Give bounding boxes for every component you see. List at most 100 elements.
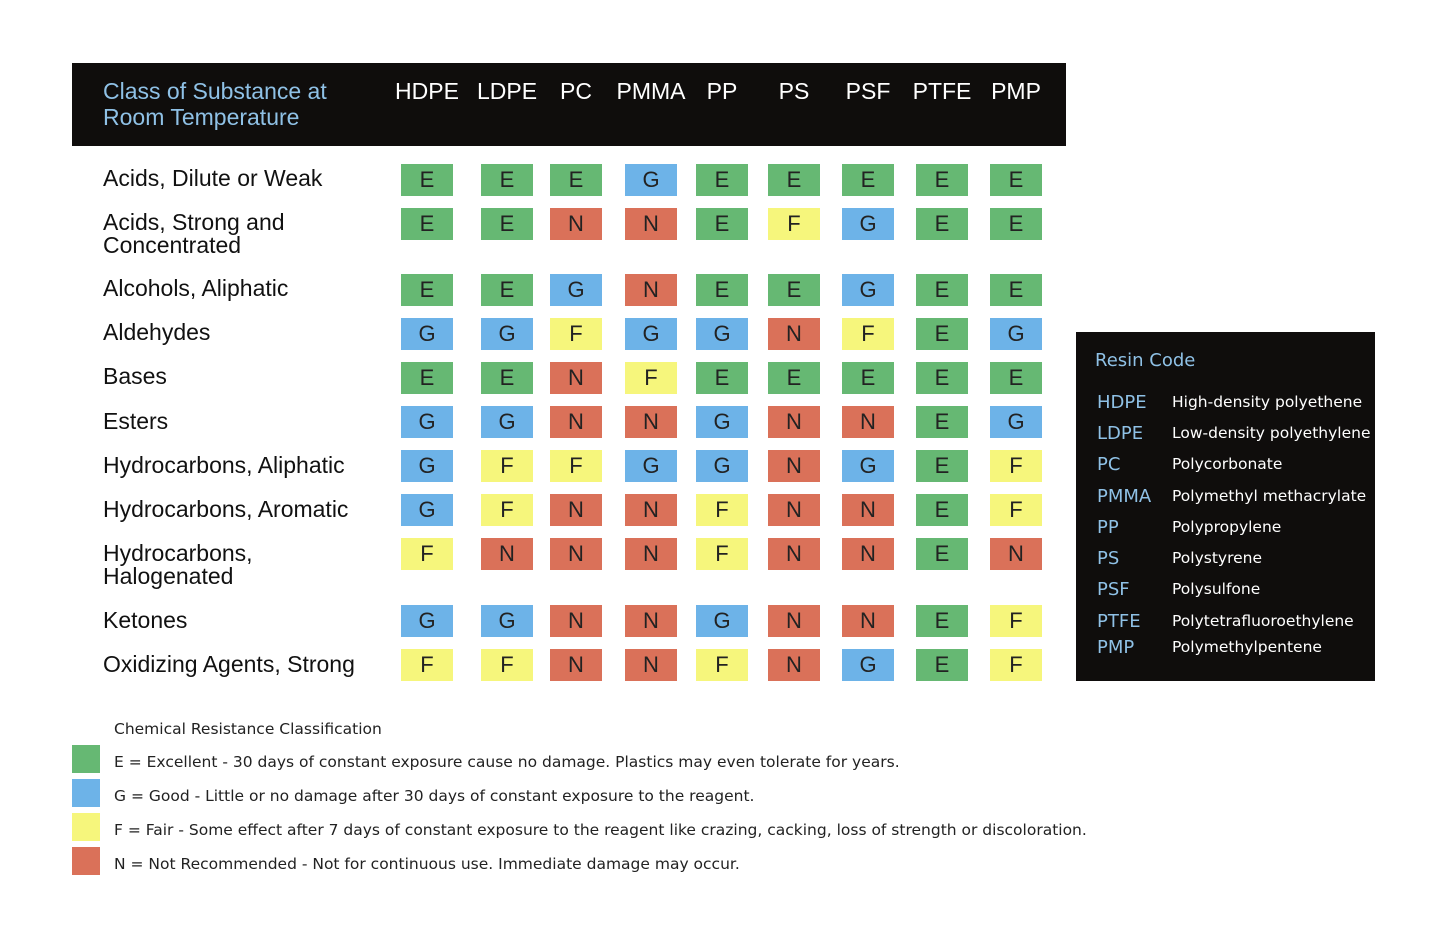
- rating-cell: G: [401, 494, 453, 526]
- rating-cell: N: [768, 649, 820, 681]
- rating-cell: N: [625, 649, 677, 681]
- header-title: Class of Substance at Room Temperature: [103, 78, 327, 130]
- rating-cell: F: [696, 494, 748, 526]
- row-label: Hydrocarbons, Aliphatic: [103, 452, 345, 478]
- rating-cell: F: [625, 362, 677, 394]
- rating-cell: E: [768, 362, 820, 394]
- rating-cell: N: [550, 538, 602, 570]
- rating-cell: G: [481, 318, 533, 350]
- resin-name: Polypropylene: [1172, 518, 1282, 536]
- rating-cell: F: [481, 494, 533, 526]
- rating-cell: N: [625, 406, 677, 438]
- row-label: Hydrocarbons, Aromatic: [103, 496, 349, 522]
- legend-text: G = Good - Little or no damage after 30 …: [114, 787, 755, 805]
- rating-cell: N: [842, 605, 894, 637]
- rating-cell: E: [401, 208, 453, 240]
- legend-swatch: [72, 745, 100, 773]
- rating-cell: E: [696, 362, 748, 394]
- rating-cell: N: [768, 494, 820, 526]
- resin-name: Low-density polyethylene: [1172, 424, 1371, 442]
- rating-cell: E: [916, 406, 968, 438]
- resin-code: PMMA: [1097, 486, 1152, 507]
- rating-cell: F: [401, 538, 453, 570]
- rating-cell: E: [481, 164, 533, 196]
- rating-cell: N: [768, 406, 820, 438]
- rating-cell: E: [916, 208, 968, 240]
- column-header: PSF: [845, 78, 891, 104]
- rating-cell: E: [990, 164, 1042, 196]
- resin-name: High-density polyethene: [1172, 393, 1363, 411]
- rating-cell: N: [842, 406, 894, 438]
- column-header: LDPE: [476, 78, 538, 104]
- resin-code: PC: [1097, 454, 1121, 475]
- rating-cell: E: [401, 274, 453, 306]
- rating-cell: G: [401, 318, 453, 350]
- rating-cell: E: [481, 274, 533, 306]
- resin-code-panel: Resin Code HDPE High-density polyethene LD…: [1076, 332, 1375, 681]
- rating-cell: F: [990, 649, 1042, 681]
- table-header: Class of Substance at Room Temperature H…: [72, 63, 1066, 146]
- resin-name: Polytetrafluoroethylene: [1172, 612, 1354, 630]
- rating-cell: G: [625, 450, 677, 482]
- rating-cell: G: [550, 274, 602, 306]
- rating-cell: E: [696, 274, 748, 306]
- rating-cell: G: [401, 605, 453, 637]
- rating-cell: N: [550, 406, 602, 438]
- rating-cell: N: [625, 274, 677, 306]
- rating-cell: F: [990, 450, 1042, 482]
- column-header: PMP: [991, 78, 1041, 104]
- rating-cell: N: [768, 605, 820, 637]
- rating-cell: E: [916, 318, 968, 350]
- rating-cell: E: [916, 274, 968, 306]
- rating-cell: F: [990, 494, 1042, 526]
- row-label: Acids, Strong and Concentrated: [103, 209, 285, 258]
- legend-text: E = Excellent - 30 days of constant expo…: [114, 753, 900, 771]
- rating-cell: N: [625, 605, 677, 637]
- rating-cell: N: [842, 538, 894, 570]
- rating-cell: N: [625, 538, 677, 570]
- rating-cell: E: [696, 208, 748, 240]
- rating-cell: G: [842, 649, 894, 681]
- rating-cell: N: [550, 649, 602, 681]
- rating-cell: N: [768, 318, 820, 350]
- rating-cell: G: [401, 450, 453, 482]
- rating-cell: G: [401, 406, 453, 438]
- rating-cell: E: [481, 362, 533, 394]
- legend-swatch: [72, 813, 100, 841]
- resin-code: PP: [1097, 517, 1119, 538]
- rating-cell: N: [550, 362, 602, 394]
- rating-cell: E: [916, 494, 968, 526]
- rating-cell: F: [696, 538, 748, 570]
- column-header: PP: [706, 78, 738, 104]
- resin-code: HDPE: [1097, 392, 1147, 413]
- rating-cell: G: [990, 318, 1042, 350]
- rating-cell: N: [842, 494, 894, 526]
- rating-cell: G: [625, 318, 677, 350]
- rating-cell: F: [768, 208, 820, 240]
- rating-cell: F: [842, 318, 894, 350]
- rating-cell: F: [401, 649, 453, 681]
- rating-cell: G: [481, 605, 533, 637]
- column-header: PTFE: [912, 78, 972, 104]
- rating-cell: E: [696, 164, 748, 196]
- row-label: Oxidizing Agents, Strong: [103, 651, 355, 677]
- row-label: Hydrocarbons, Halogenated: [103, 540, 253, 589]
- rating-cell: E: [990, 362, 1042, 394]
- row-label: Esters: [103, 408, 169, 434]
- rating-cell: E: [550, 164, 602, 196]
- row-label: Alcohols, Aliphatic: [103, 275, 289, 301]
- rating-cell: N: [768, 538, 820, 570]
- rating-cell: E: [916, 538, 968, 570]
- rating-cell: E: [481, 208, 533, 240]
- legend-title: Chemical Resistance Classification: [114, 720, 382, 738]
- rating-cell: E: [990, 274, 1042, 306]
- rating-cell: G: [842, 450, 894, 482]
- rating-cell: E: [916, 450, 968, 482]
- rating-cell: G: [990, 406, 1042, 438]
- rating-cell: E: [916, 649, 968, 681]
- resin-code: PS: [1097, 548, 1120, 569]
- rating-cell: F: [481, 649, 533, 681]
- rating-cell: E: [990, 208, 1042, 240]
- rating-cell: E: [401, 164, 453, 196]
- resin-name: Polycorbonate: [1172, 455, 1283, 473]
